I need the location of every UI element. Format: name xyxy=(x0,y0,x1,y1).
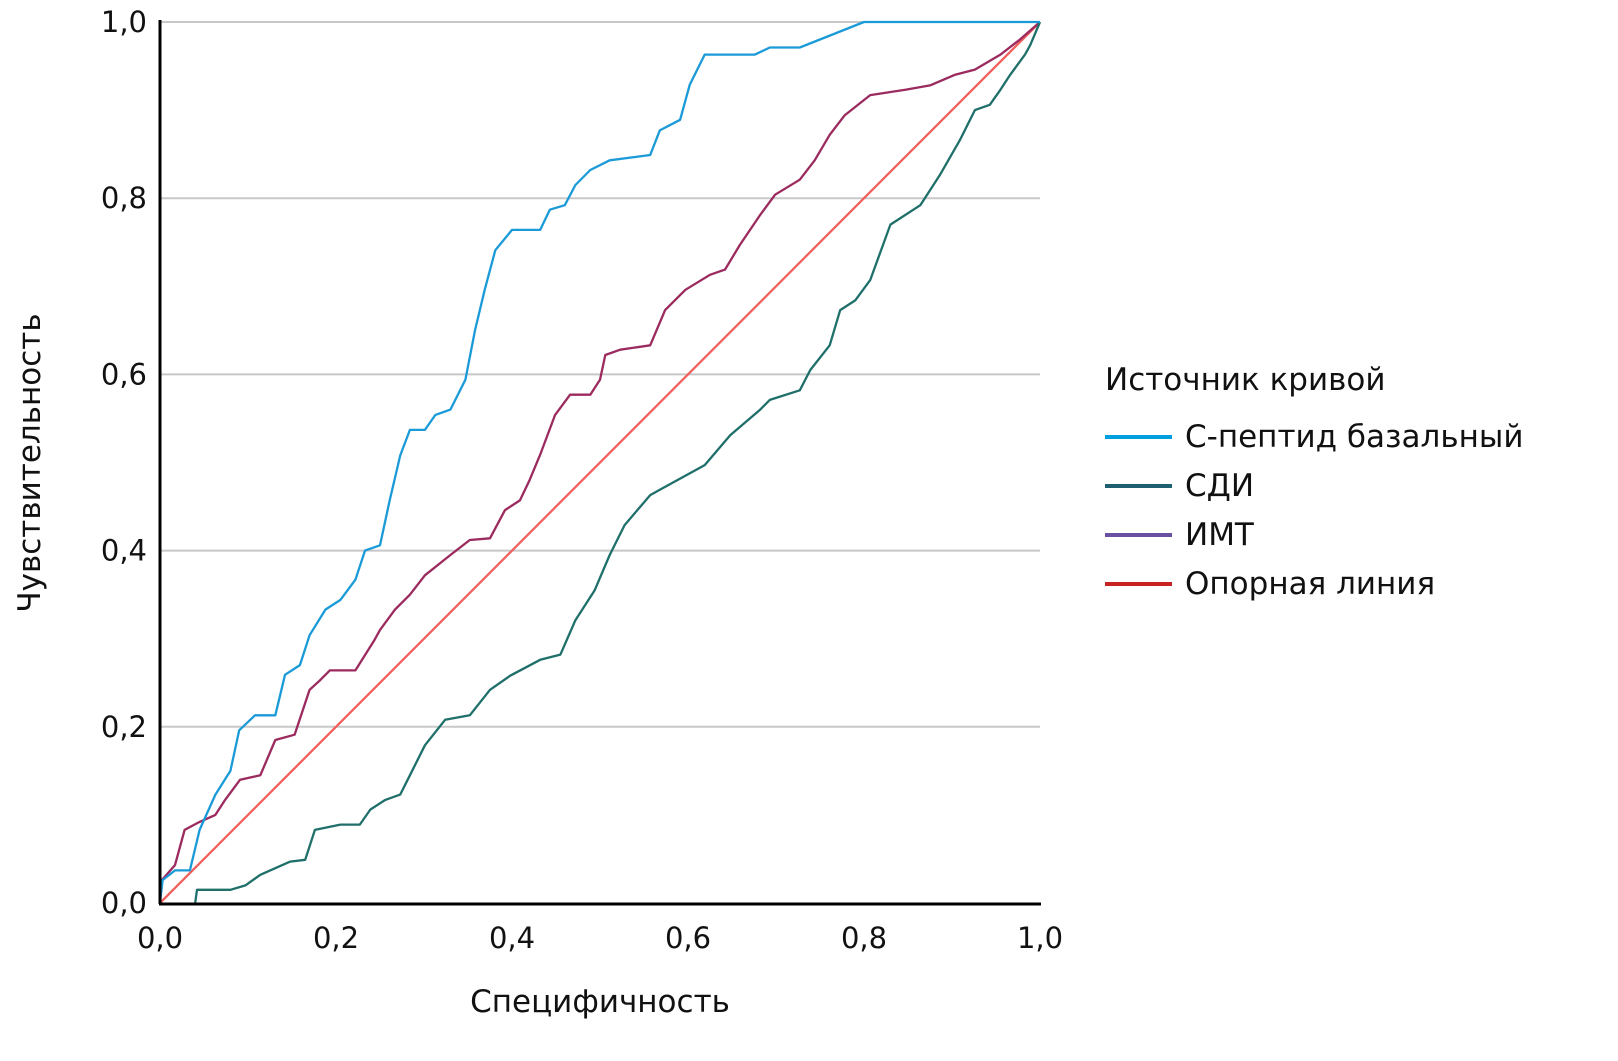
y-tick-label: 0,0 xyxy=(101,886,147,920)
legend-item: Опорная линия xyxy=(1105,559,1524,608)
series-line-3 xyxy=(159,21,1041,904)
x-tick-label: 0,2 xyxy=(313,921,359,955)
x-axis-label: Специфичность xyxy=(470,984,730,1020)
legend-label: Опорная линия xyxy=(1185,565,1436,602)
series-line-2 xyxy=(158,21,1041,904)
legend-label: ИМТ xyxy=(1185,516,1254,553)
legend-label: СДИ xyxy=(1185,467,1255,504)
x-tick-label: 1,0 xyxy=(1017,921,1063,955)
legend-item: ИМТ xyxy=(1105,510,1524,559)
y-tick-label: 1,0 xyxy=(101,5,147,39)
legend-title: Источник кривой xyxy=(1105,362,1386,398)
series-lines xyxy=(158,20,1042,904)
y-axis-label: Чувствительность xyxy=(12,313,48,612)
series-line-0 xyxy=(158,20,1040,904)
legend-swatch xyxy=(1105,483,1172,488)
x-tick-label: 0,6 xyxy=(665,921,711,955)
legend-swatch xyxy=(1105,581,1172,586)
legend-swatch xyxy=(1105,434,1172,439)
series-line-1 xyxy=(194,21,1042,904)
legend-label: С-пептид базальный xyxy=(1185,418,1524,455)
x-tick-label: 0,4 xyxy=(489,921,535,955)
legend-item: СДИ xyxy=(1105,461,1524,510)
legend-swatch xyxy=(1105,532,1172,537)
y-tick-label: 0,2 xyxy=(101,710,147,744)
y-tick-label: 0,6 xyxy=(101,357,147,391)
legend: Источник кривой С-пептид базальный СДИ ИМТ… xyxy=(1105,362,1524,608)
tick-labels: 0,0 0,2 0,4 0,6 0,8 1,0 0,0 0,2 0,4 0,6 0,8 1,0 xyxy=(101,5,1063,955)
x-tick-label: 0,0 xyxy=(137,921,183,955)
legend-item: С-пептид базальный xyxy=(1105,412,1524,461)
y-tick-label: 0,8 xyxy=(101,181,147,215)
x-tick-label: 0,8 xyxy=(841,921,887,955)
y-tick-label: 0,4 xyxy=(101,534,147,568)
